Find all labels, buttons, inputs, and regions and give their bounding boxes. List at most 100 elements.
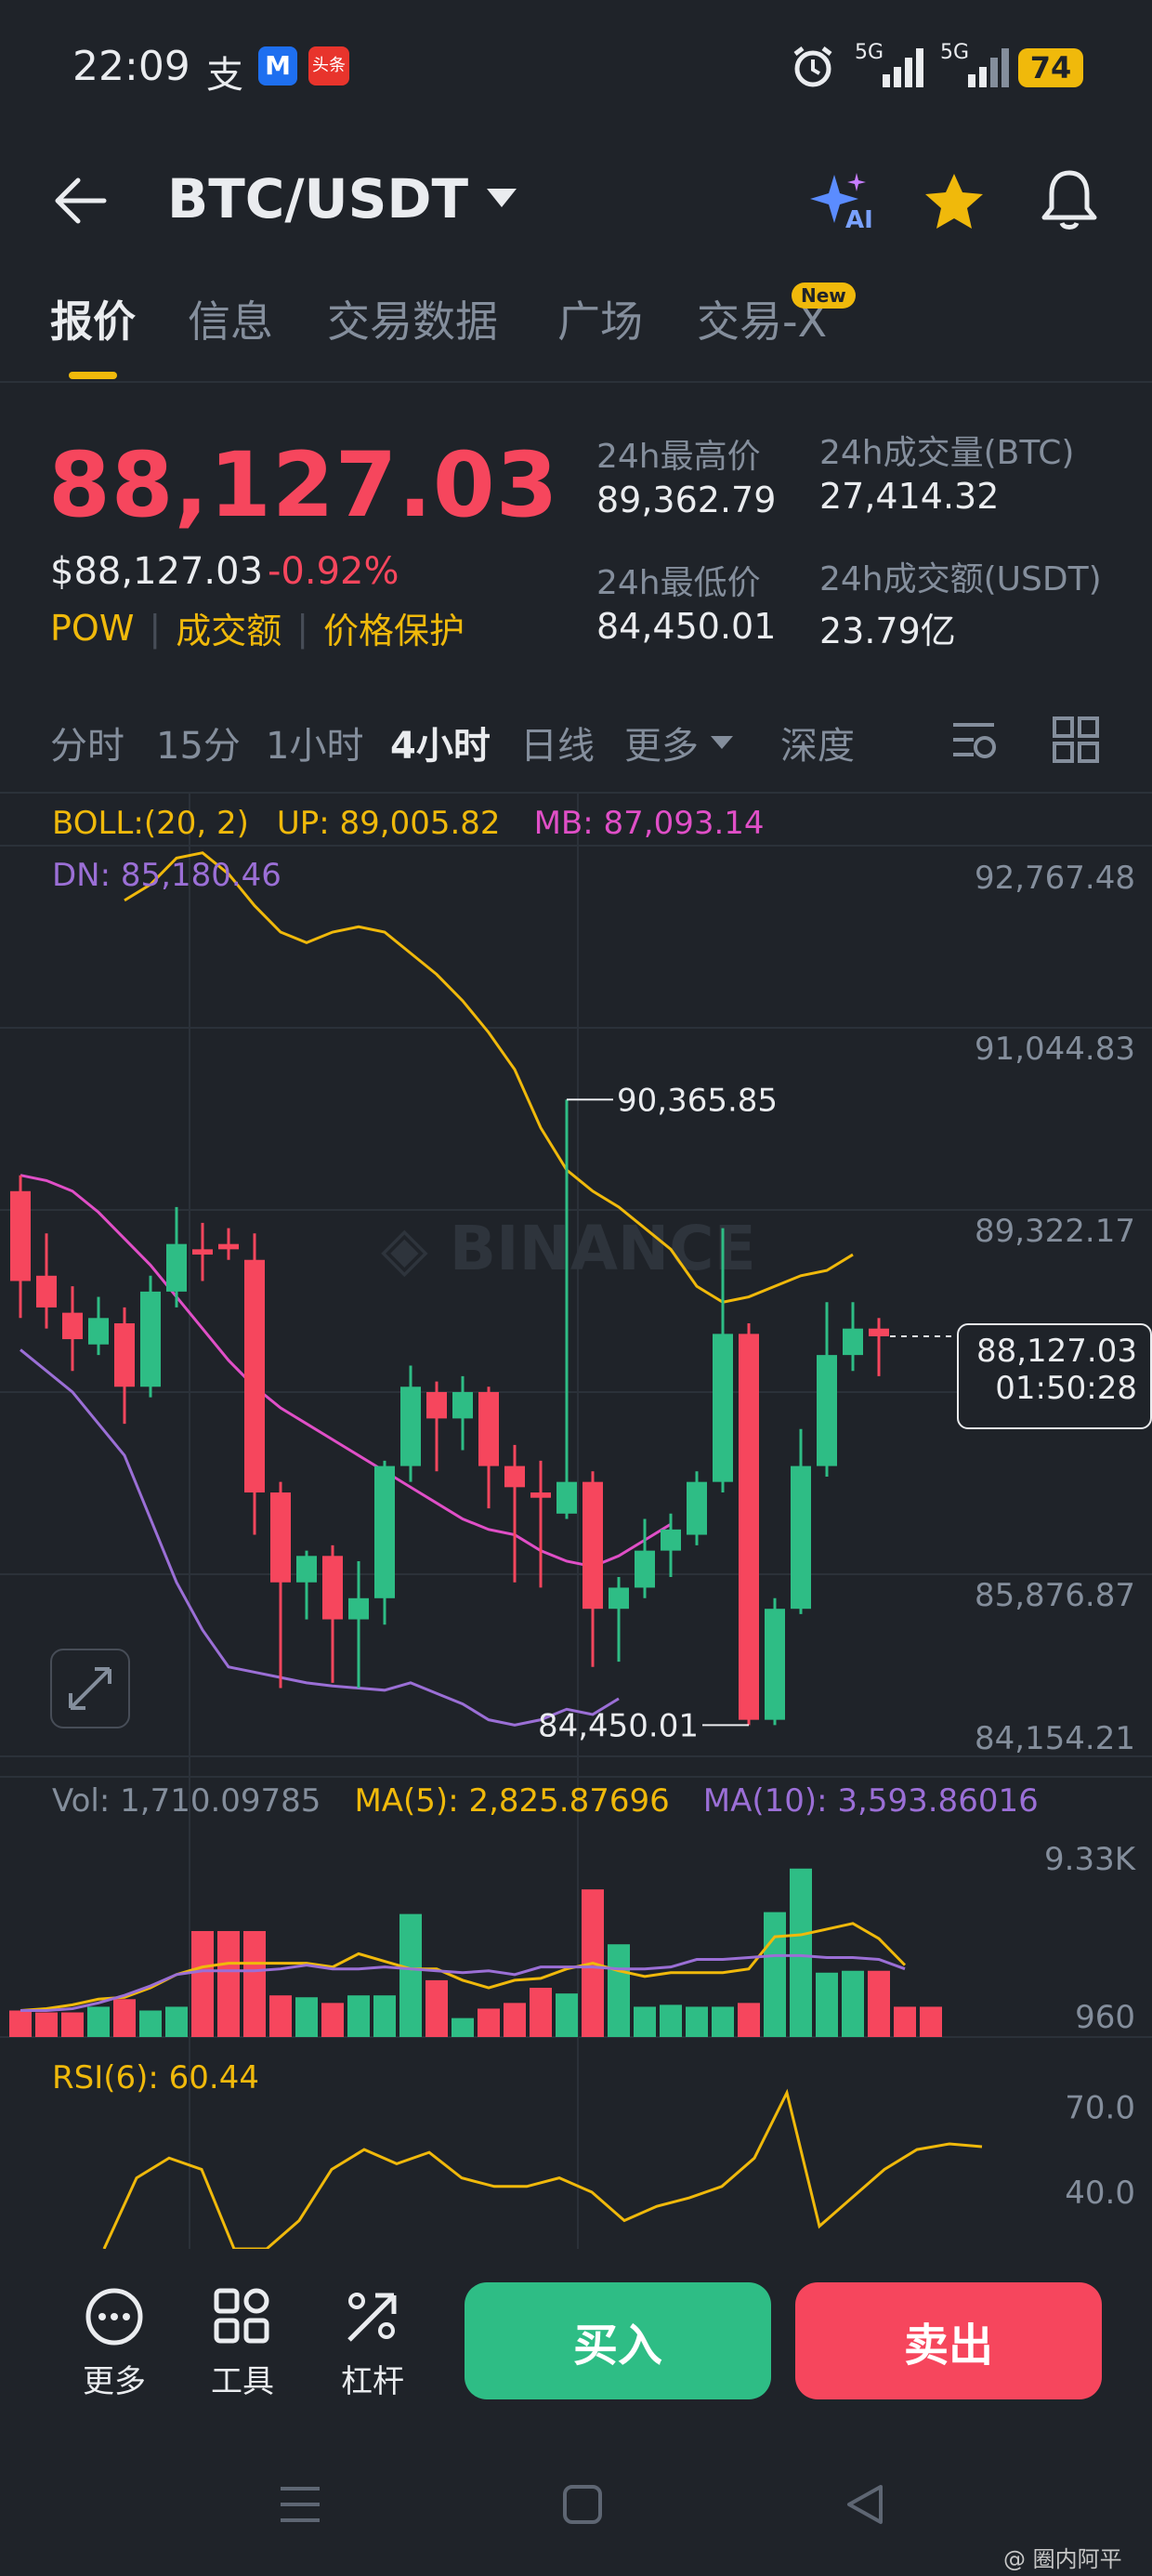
vol-ma5: MA(5): 2,825.87696 (354, 1782, 670, 1820)
boll-mb: MB: 87,093.14 (533, 805, 765, 842)
tab-trade-data[interactable]: 交易数据 (327, 296, 498, 347)
indicator-settings-icon[interactable] (949, 716, 998, 764)
price-change: -0.92% (268, 550, 399, 593)
high-label: 24h最高价 (596, 438, 761, 476)
candle-body (400, 1387, 421, 1466)
sell-button[interactable]: 卖出 (795, 2282, 1102, 2399)
price-axis-label: 92,767.48 (975, 860, 1135, 897)
tag-row: POW | 成交额 | 价格保护 (50, 602, 465, 653)
tf-time[interactable]: 分时 (50, 725, 124, 768)
rsi-axis-label: 40.0 (1065, 2175, 1135, 2212)
usd-price: $88,127.03 (50, 550, 264, 593)
tag-pow[interactable]: POW (50, 607, 135, 649)
bell-icon (1041, 170, 1097, 230)
high-value: 89,362.79 (596, 480, 777, 520)
tf-4h[interactable]: 4小时 (390, 725, 491, 768)
tab-info[interactable]: 信息 (188, 296, 273, 347)
caret-down-icon (487, 189, 517, 207)
kline-chart[interactable]: ◈ BINANCE 92,767.48 91,044.83 89,322.17 85,8… (0, 792, 1152, 2251)
volume-bar (191, 1930, 214, 2037)
vol-axis-label: 960 (1075, 1999, 1135, 2036)
star-icon (925, 174, 983, 229)
fullscreen-button[interactable] (50, 1649, 130, 1728)
volume-bar (9, 2010, 32, 2037)
rsi-axis-label: 70.0 (1065, 2089, 1135, 2126)
new-badge: New (792, 283, 856, 309)
candle-body (713, 1334, 733, 1482)
candle-body (166, 1243, 187, 1292)
candle-body (192, 1249, 213, 1255)
volume-bar (660, 2004, 682, 2037)
signal-5g-label: 5G (855, 41, 884, 64)
candle-body (244, 1259, 265, 1493)
tools-button[interactable]: 工具 (191, 2286, 294, 2401)
menu-nav-icon[interactable] (277, 2483, 323, 2526)
leverage-button[interactable]: 杠杆 (321, 2286, 424, 2401)
vol-ma10: MA(10): 3,593.86016 (702, 1782, 1039, 1820)
boll-legend: BOLL:(20, 2) UP: 89,005.82 MB: 87,093.14 (52, 805, 765, 842)
volume-bar (764, 1912, 786, 2037)
candle-body (270, 1492, 291, 1583)
candle-body (504, 1465, 525, 1488)
candle-body (36, 1275, 57, 1308)
volume-bar (373, 1995, 396, 2037)
back-nav-icon[interactable] (844, 2483, 886, 2526)
vol-usdt-value: 23.79亿 (819, 611, 956, 651)
back-button[interactable] (52, 177, 108, 229)
more-dots-icon (85, 2288, 143, 2346)
grid-layout-icon[interactable] (1052, 716, 1100, 764)
volume-bar (790, 1868, 812, 2037)
home-nav-icon[interactable] (561, 2483, 604, 2526)
boll-mb-line (20, 1174, 672, 1569)
rsi-label: RSI(6): 60.44 (52, 2059, 259, 2096)
high-marker-label: 90,365.85 (617, 1082, 778, 1119)
low-label: 24h最低价 (596, 564, 761, 602)
current-price-tag: 88,127.03 01:50:28 (957, 1323, 1152, 1429)
tag-price-protection[interactable]: 价格保护 (323, 611, 465, 651)
expand-icon (69, 1667, 111, 1710)
more-label: 更多 (83, 2363, 146, 2400)
candle-body (218, 1243, 239, 1250)
volume-bar (842, 1970, 864, 2037)
signal-5g-label-2: 5G (940, 41, 970, 64)
candle-body (478, 1391, 499, 1466)
volume-bar (608, 1944, 630, 2037)
boll-up: UP: 89,005.82 (276, 805, 501, 842)
tf-depth[interactable]: 深度 (780, 725, 855, 768)
candle-body (583, 1481, 603, 1610)
tf-1d[interactable]: 日线 (520, 725, 595, 768)
ai-button[interactable]: AI (808, 169, 873, 234)
candle-body (609, 1587, 629, 1610)
volume-bar (556, 1993, 578, 2037)
volume-bar (504, 2003, 526, 2037)
tabs-divider (0, 381, 1152, 383)
volume-bar (634, 2006, 656, 2037)
boll-dn-line (20, 1348, 620, 1727)
candle-body (10, 1190, 31, 1281)
caret-down-icon (711, 736, 733, 749)
volume-bar (738, 2003, 760, 2037)
volume-bar (269, 1995, 292, 2037)
buy-button[interactable]: 买入 (465, 2282, 771, 2399)
toutiao-icon: 头条 (308, 46, 349, 85)
tools-grid-icon (214, 2288, 269, 2344)
more-button[interactable]: 更多 (63, 2286, 165, 2401)
tf-15m[interactable]: 15分 (156, 725, 241, 768)
alert-button[interactable] (1041, 167, 1098, 234)
tab-quote[interactable]: 报价 (50, 296, 136, 347)
tf-more-label: 更多 (624, 725, 699, 768)
volume-bar (478, 2008, 500, 2037)
tag-turnover[interactable]: 成交额 (176, 611, 282, 651)
leverage-label: 杠杆 (341, 2363, 404, 2400)
volume-bar (35, 2012, 58, 2037)
tab-square[interactable]: 广场 (557, 296, 643, 347)
pair-selector[interactable]: BTC/USDT (167, 167, 520, 230)
candle-body (739, 1334, 759, 1720)
leverage-icon (347, 2293, 397, 2342)
tf-1h[interactable]: 1小时 (266, 725, 364, 768)
favorite-button[interactable] (923, 171, 985, 234)
price-axis-label: 84,154.21 (975, 1720, 1135, 1757)
tf-more[interactable]: 更多 (624, 716, 736, 769)
pair-title: BTC/USDT (167, 167, 469, 230)
candle-body (791, 1465, 811, 1610)
